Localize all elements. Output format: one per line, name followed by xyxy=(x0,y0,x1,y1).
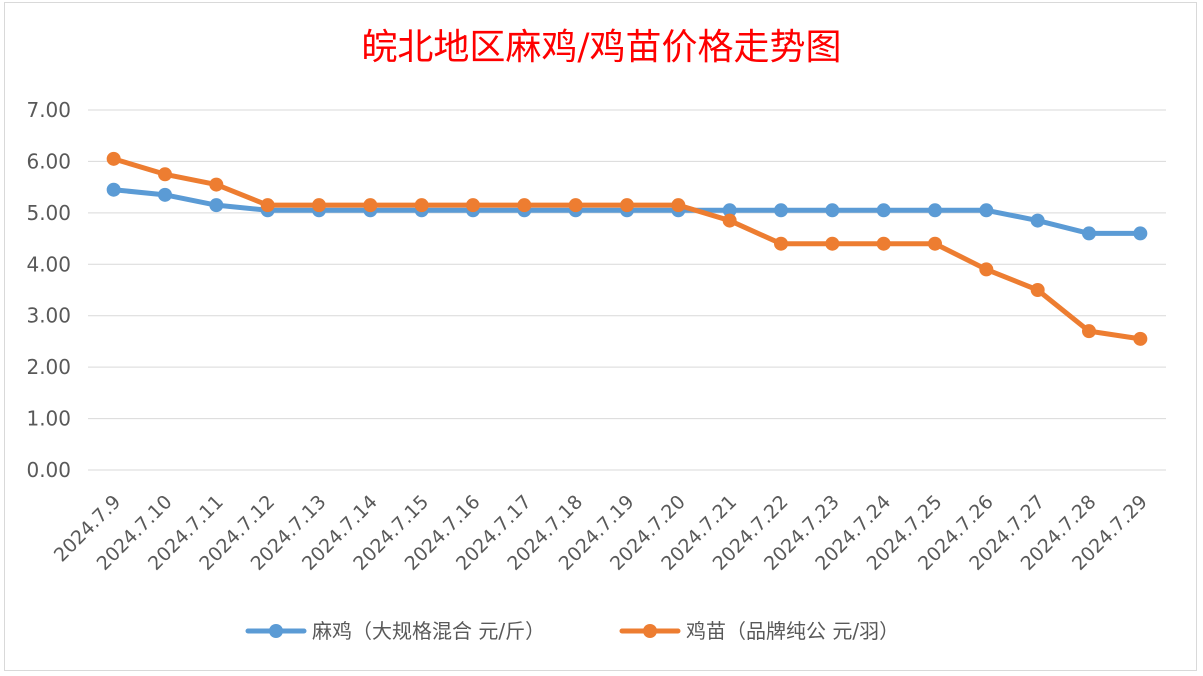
data-point-series-1 xyxy=(928,203,942,218)
data-point-series-2 xyxy=(517,198,532,213)
data-point-series-2 xyxy=(620,198,634,213)
legend-label-2: 鸡苗（品牌纯公 元/羽） xyxy=(686,619,899,643)
data-point-series-2 xyxy=(774,236,788,251)
legend-label-1: 麻鸡（大规格混合 元/斤） xyxy=(312,619,545,643)
y-tick-label: 6.00 xyxy=(26,149,71,173)
y-tick-label: 1.00 xyxy=(26,407,71,431)
data-point-series-2 xyxy=(312,198,326,213)
chart-title: 皖北地区麻鸡/鸡苗价格走势图 xyxy=(361,27,842,68)
data-point-series-2 xyxy=(466,198,480,213)
data-point-series-1 xyxy=(106,182,121,197)
data-point-series-1 xyxy=(979,203,994,218)
data-point-series-1 xyxy=(774,203,788,218)
data-point-series-1 xyxy=(1082,226,1096,241)
y-tick-label: 0.00 xyxy=(26,458,71,482)
data-point-series-2 xyxy=(671,198,686,213)
data-point-series-2 xyxy=(928,236,942,251)
data-point-series-2 xyxy=(363,198,378,213)
data-point-series-1 xyxy=(825,203,840,218)
y-tick-label: 7.00 xyxy=(26,98,71,122)
data-point-series-2 xyxy=(1082,324,1096,339)
data-point-series-2 xyxy=(876,236,891,251)
data-point-series-2 xyxy=(414,198,429,213)
data-point-series-1 xyxy=(1030,213,1045,228)
data-point-series-2 xyxy=(1030,283,1045,297)
legend-marker-2 xyxy=(643,624,657,638)
y-tick-label: 2.00 xyxy=(26,355,71,379)
data-point-series-2 xyxy=(1133,331,1148,346)
data-point-series-2 xyxy=(209,177,224,192)
data-point-series-2 xyxy=(825,236,840,251)
data-point-series-2 xyxy=(568,198,583,213)
data-point-series-2 xyxy=(722,213,737,228)
chart-frame xyxy=(4,2,1197,671)
y-tick-label: 3.00 xyxy=(26,304,71,328)
data-point-series-2 xyxy=(158,167,172,182)
y-tick-label: 5.00 xyxy=(26,201,71,225)
data-point-series-1 xyxy=(158,187,172,202)
data-point-series-1 xyxy=(1133,226,1148,241)
data-point-series-1 xyxy=(209,198,224,213)
data-point-series-1 xyxy=(722,203,737,218)
y-tick-label: 4.00 xyxy=(26,252,71,276)
data-point-series-2 xyxy=(979,262,994,277)
data-point-series-2 xyxy=(106,151,121,166)
data-point-series-1 xyxy=(876,203,891,218)
series-line-2 xyxy=(111,156,1143,342)
data-point-series-2 xyxy=(260,198,275,213)
legend-marker-1 xyxy=(269,624,283,638)
